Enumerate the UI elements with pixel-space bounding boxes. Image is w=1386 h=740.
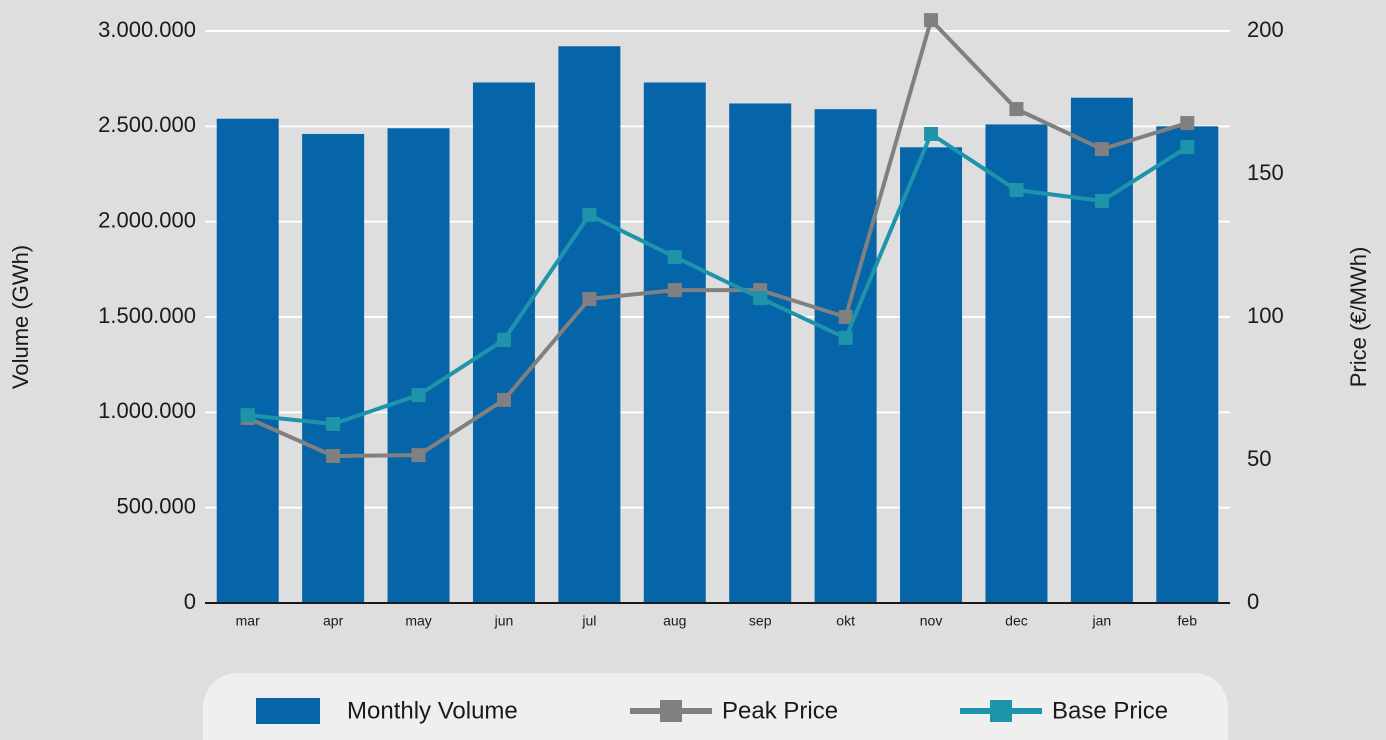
y-tick-label: 0 xyxy=(184,589,196,614)
marker xyxy=(240,408,255,423)
legend-swatch xyxy=(660,700,682,722)
marker xyxy=(1009,102,1024,117)
y2-axis-title: Price (€/MWh) xyxy=(1346,247,1371,388)
x-tick-label: apr xyxy=(323,613,344,629)
x-tick-label: sep xyxy=(749,613,772,629)
bar xyxy=(387,128,450,604)
x-tick-label: nov xyxy=(920,613,943,629)
marker xyxy=(1180,140,1195,155)
y-tick-label: 1.000.000 xyxy=(98,398,196,423)
marker xyxy=(582,291,597,306)
marker xyxy=(326,416,341,431)
marker xyxy=(496,392,511,407)
x-tick-label: dec xyxy=(1005,613,1028,629)
marker xyxy=(753,291,768,306)
line xyxy=(247,130,1189,426)
legend-box xyxy=(203,673,1228,740)
y-tick-label: 1.500.000 xyxy=(98,303,196,328)
y2-tick-label: 200 xyxy=(1247,17,1284,42)
y2-tick-label: 150 xyxy=(1247,160,1284,185)
marker xyxy=(1180,116,1195,131)
bar xyxy=(216,118,279,603)
x-tick-label: mar xyxy=(236,613,260,629)
marker xyxy=(924,126,939,141)
y-axis-title: Volume (GWh) xyxy=(8,245,33,389)
marker xyxy=(667,283,682,298)
bar xyxy=(302,133,365,603)
y2-tick-label: 0 xyxy=(1247,589,1259,614)
legend-swatch xyxy=(256,698,320,724)
marker xyxy=(838,310,853,324)
bar xyxy=(900,147,963,603)
x-tick-label: may xyxy=(405,613,431,629)
legend-label: Base Price xyxy=(1052,697,1168,724)
x-tick-label: jun xyxy=(494,613,514,629)
y-tick-label: 2.500.000 xyxy=(98,112,196,137)
y2-tick-label: 100 xyxy=(1247,303,1284,328)
marker xyxy=(924,13,939,28)
marker xyxy=(496,332,511,347)
marker xyxy=(1094,142,1109,157)
bar xyxy=(1070,97,1133,603)
legend-label: Monthly Volume xyxy=(347,697,518,724)
x-tick-label: aug xyxy=(663,613,686,629)
bar xyxy=(643,82,706,604)
marker xyxy=(582,207,597,222)
marker xyxy=(1094,193,1109,208)
marker xyxy=(411,448,426,463)
y-tick-label: 2.000.000 xyxy=(98,207,196,232)
y2-tick-label: 50 xyxy=(1247,446,1271,471)
x-tick-label: jan xyxy=(1092,613,1112,629)
legend-swatch xyxy=(990,700,1012,722)
x-tick-label: feb xyxy=(1178,613,1198,629)
marker xyxy=(667,249,682,264)
legend-label: Peak Price xyxy=(722,697,838,724)
bar xyxy=(1156,126,1219,603)
x-tick-label: okt xyxy=(836,613,855,629)
marker xyxy=(1009,183,1024,198)
marker xyxy=(326,448,341,463)
bar xyxy=(985,124,1048,603)
y-tick-label: 500.000 xyxy=(116,493,196,518)
x-tick-label: jul xyxy=(581,613,596,629)
y-tick-label: 3.000.000 xyxy=(98,17,196,42)
line xyxy=(246,16,1188,459)
bar xyxy=(814,109,877,603)
marker xyxy=(838,330,853,345)
bar xyxy=(729,103,792,603)
marker xyxy=(411,388,426,403)
